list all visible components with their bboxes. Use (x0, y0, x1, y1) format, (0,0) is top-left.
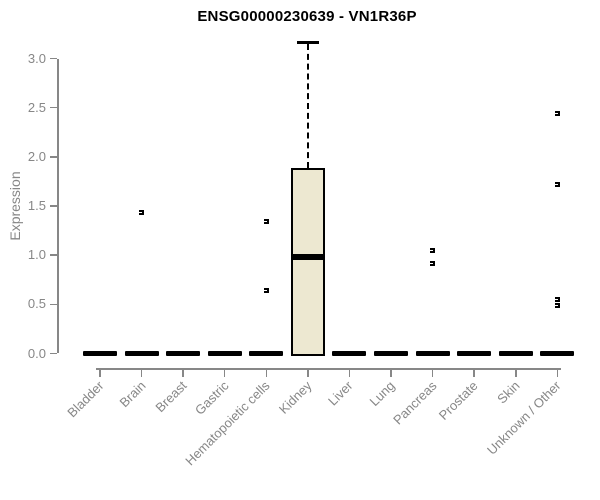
y-tick-label: 3.0 (27, 50, 46, 66)
x-tick-mark (473, 369, 475, 377)
chart-title: ENSG00000230639 - VN1R36P (197, 8, 417, 25)
outlier-point (430, 260, 436, 266)
collapsed-box (83, 351, 117, 356)
y-tick-label: 0.0 (27, 345, 46, 361)
x-tick-mark (182, 369, 184, 377)
y-tick-mark (50, 57, 57, 60)
y-tick-mark (50, 106, 57, 109)
y-axis-line (57, 58, 59, 354)
x-tick-mark (515, 369, 517, 377)
x-tick-mark (99, 369, 101, 377)
y-tick-label: 2.0 (27, 148, 46, 164)
outlier-point (263, 219, 269, 225)
x-tick-mark (390, 369, 392, 377)
x-tick-mark (348, 369, 351, 377)
y-tick-mark (50, 254, 57, 256)
x-tick-mark (431, 369, 434, 377)
box-body (290, 167, 325, 356)
y-tick-label: 2.5 (27, 99, 46, 115)
upper-whisker-cap (296, 41, 319, 45)
median-line (290, 254, 325, 261)
outlier-point (554, 302, 560, 308)
collapsed-box (124, 351, 159, 356)
outlier-point (139, 210, 145, 216)
collapsed-box (207, 351, 242, 356)
y-tick-mark (50, 156, 57, 158)
x-tick-mark (140, 369, 143, 377)
upper-whisker (306, 44, 309, 168)
y-tick-label: 1.5 (27, 198, 46, 213)
x-axis-line (96, 368, 561, 370)
y-tick-mark (50, 303, 57, 306)
collapsed-box (457, 351, 492, 356)
collapsed-box (415, 351, 450, 356)
y-tick-label: 1.0 (27, 247, 46, 263)
collapsed-box (249, 351, 284, 356)
collapsed-box (540, 351, 575, 356)
outlier-point (554, 111, 560, 117)
y-tick-mark (50, 352, 57, 355)
outlier-point (263, 288, 269, 294)
outlier-point (554, 296, 560, 302)
collapsed-box (166, 351, 201, 356)
collapsed-box (374, 351, 409, 356)
y-tick-label: 0.5 (27, 296, 46, 312)
x-tick-mark (556, 369, 559, 377)
collapsed-box (498, 351, 533, 356)
x-tick-mark (223, 369, 226, 377)
collapsed-box (332, 351, 367, 356)
outlier-point (430, 247, 436, 253)
y-tick-mark (50, 205, 57, 207)
x-tick-mark (265, 369, 268, 377)
x-tick-mark (307, 369, 309, 377)
outlier-point (554, 181, 560, 187)
